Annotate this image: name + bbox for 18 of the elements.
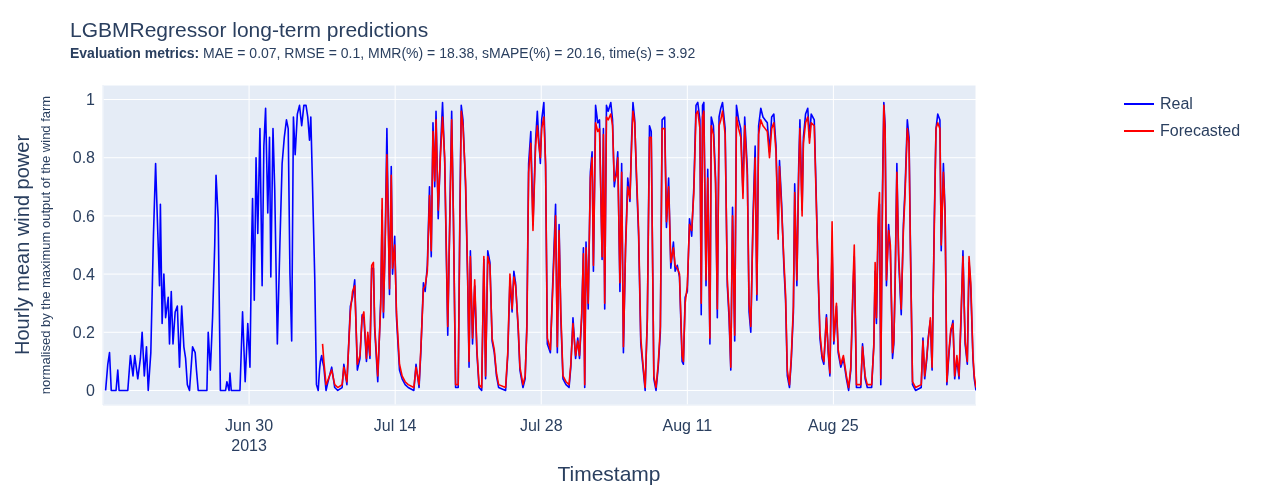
- y-tick-label: 0: [86, 382, 96, 400]
- x-tick-label: Jul 14: [373, 417, 417, 434]
- y-tick-label: 1: [86, 91, 96, 109]
- y-tick-label: 0.6: [72, 207, 96, 225]
- chart-title: LGBMRegressor long-term predictions: [70, 18, 429, 42]
- legend-label: Forecasted: [1160, 121, 1241, 140]
- y-tick-label: 0.2: [72, 323, 96, 341]
- y-tick-label: 0.4: [72, 265, 96, 283]
- y-tick-label: 0.8: [72, 149, 96, 167]
- line-series: [321, 104, 976, 389]
- chart-subtitle: Evaluation metrics: MAE = 0.07, RMSE = 0.1, MMR(%) = 18.38, sMAPE(%) = 20.16, time(s) = 3.92: [70, 45, 696, 61]
- y-axis-title: Hourly mean wind power normalised by the maximum output of the wind farm: [10, 95, 53, 395]
- x-tick-label: Aug 11: [662, 417, 713, 434]
- x-tick-label: Jul 28: [519, 417, 563, 434]
- x-tick-label: Jun 30 2013: [225, 417, 274, 454]
- x-axis-title: Timestamp: [557, 462, 661, 486]
- legend-label: Real: [1160, 94, 1193, 113]
- x-tick-label: Aug 25: [808, 417, 859, 434]
